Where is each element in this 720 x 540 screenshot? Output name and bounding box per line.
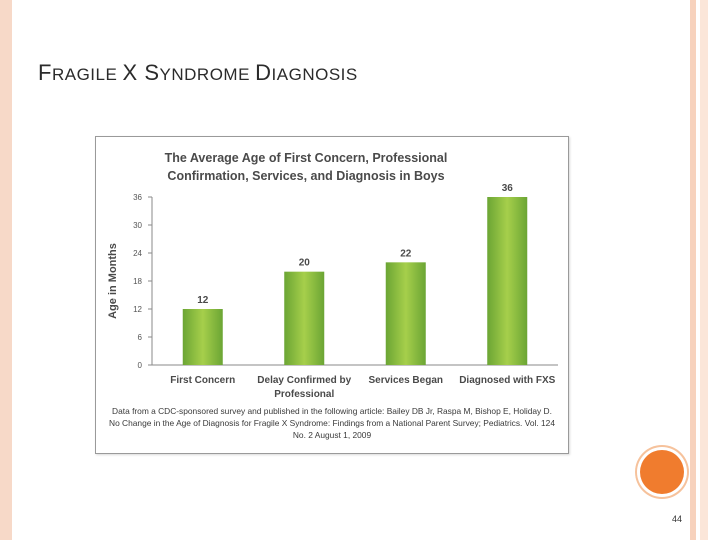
page-number: 44 (672, 514, 683, 524)
right-decorative-border-outer (700, 0, 708, 540)
y-tick-label: 24 (133, 249, 142, 258)
y-tick-label: 30 (133, 221, 142, 230)
bar-chart: 0 6 12 18 24 30 36 Age in Months 12 First Concern… (107, 183, 558, 400)
y-tick-label: 36 (133, 193, 142, 202)
bar-data-label: 36 (502, 183, 514, 194)
bar (182, 309, 223, 365)
right-decorative-border (690, 0, 696, 540)
bar (385, 262, 426, 365)
bar (284, 271, 325, 365)
chart-source-note: Data from a CDC-sponsored survey and pub… (109, 406, 555, 440)
y-tick-label: 18 (133, 277, 142, 286)
y-tick-label: 12 (133, 305, 142, 314)
chart-container: 0 6 12 18 24 30 36 Age in Months 12 First Concern… (95, 136, 569, 454)
x-category-label: Diagnosed with FXS (459, 375, 555, 386)
bar-data-label: 22 (400, 248, 412, 259)
y-tick-label: 0 (138, 361, 143, 370)
left-decorative-border (0, 0, 12, 540)
slide-title: FRAGILE X SYNDROME DIAGNOSIS (38, 60, 358, 85)
x-category-label: Delay Confirmed by Professional (257, 375, 351, 400)
bar-data-label: 20 (299, 258, 311, 269)
x-category-label: First Concern (170, 375, 235, 386)
orange-circle-decoration (640, 450, 684, 494)
bar-data-label: 12 (197, 295, 209, 306)
x-category-label: Services Began (369, 375, 444, 386)
chart-title: The Average Age of First Concern, Profes… (164, 151, 448, 183)
y-axis-title: Age in Months (107, 243, 119, 319)
y-tick-label: 6 (138, 333, 143, 342)
bar (487, 197, 528, 365)
